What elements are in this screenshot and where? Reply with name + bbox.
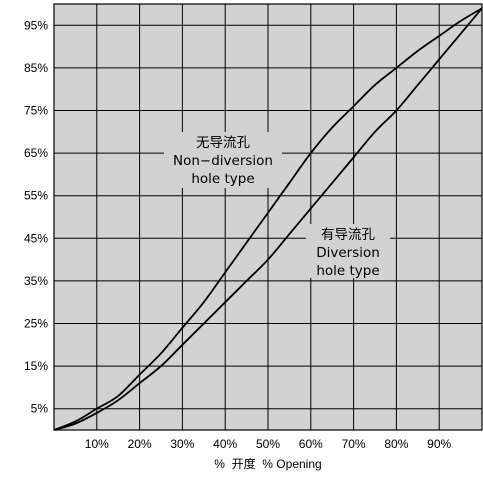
y-tick-label: 15% bbox=[24, 359, 48, 373]
y-tick-label: 95% bbox=[24, 18, 48, 32]
x-tick-label: 30% bbox=[170, 437, 194, 451]
x-axis-ticks: 10% 20% 30% 40% 50% 60% 70% 80% 90% bbox=[85, 437, 452, 451]
x-tick-label: 80% bbox=[384, 437, 408, 451]
annotation-background bbox=[164, 132, 282, 188]
x-tick-label: 60% bbox=[299, 437, 323, 451]
annotation-background bbox=[306, 224, 390, 278]
x-tick-label: 90% bbox=[427, 437, 451, 451]
annotation-text-line: 有导流孔 bbox=[321, 227, 375, 243]
y-axis-ticks: 5% 15% 25% 35% 45% 55% 65% 75% 85% 95% bbox=[24, 18, 48, 415]
series-layer bbox=[53, 7, 483, 431]
annotation-text-line: Non−diversion bbox=[173, 153, 273, 169]
y-tick-label: 75% bbox=[24, 104, 48, 118]
grid bbox=[54, 4, 482, 430]
x-tick-label: 20% bbox=[128, 437, 152, 451]
annotation-text-line: Diversion bbox=[316, 245, 380, 261]
y-tick-label: 35% bbox=[24, 274, 48, 288]
y-tick-label: 5% bbox=[31, 402, 49, 416]
series-line-non-diversion bbox=[53, 7, 483, 431]
annotations: 无导流孔 Non−diversion hole type 有导流孔 Diversion h… bbox=[164, 132, 390, 279]
y-tick-label: 45% bbox=[24, 231, 48, 245]
x-tick-label: 10% bbox=[85, 437, 109, 451]
y-tick-label: 55% bbox=[24, 189, 48, 203]
series-line-diversion bbox=[53, 7, 483, 431]
x-tick-label: 40% bbox=[213, 437, 237, 451]
annotation-text-line: hole type bbox=[191, 171, 254, 187]
x-tick-label: 50% bbox=[256, 437, 280, 451]
y-tick-label: 85% bbox=[24, 61, 48, 75]
x-axis-label: % 开度 % Opening bbox=[214, 456, 321, 471]
y-tick-label: 25% bbox=[24, 317, 48, 331]
plot-border bbox=[53, 3, 483, 431]
y-tick-label: 65% bbox=[24, 146, 48, 160]
annotation-text-line: hole type bbox=[316, 263, 379, 279]
annotation-text-line: 无导流孔 bbox=[196, 135, 250, 151]
x-tick-label: 70% bbox=[342, 437, 366, 451]
